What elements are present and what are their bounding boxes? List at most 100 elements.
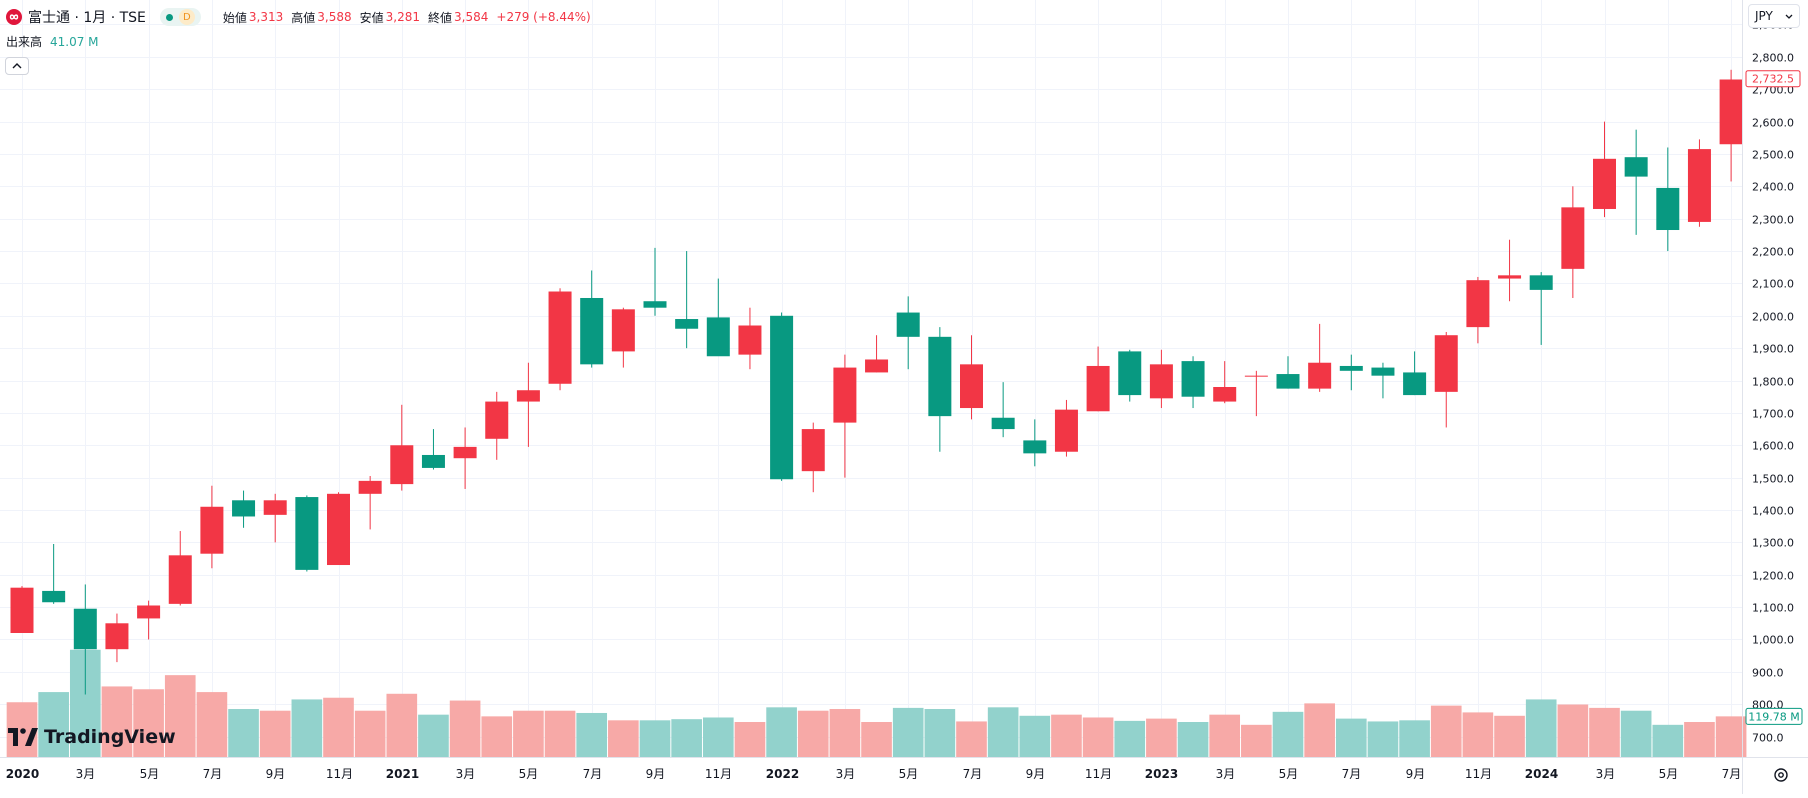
candle[interactable] [168,531,192,606]
candle-body [327,493,350,566]
x-tick-label: 5月 [1279,767,1299,781]
volume-bar [1557,704,1589,757]
volume-bar [481,716,513,757]
candle[interactable] [1687,139,1711,227]
y-tick-label: 2,300.0 [1752,214,1794,227]
candle[interactable] [1339,354,1363,391]
candle[interactable] [390,404,414,491]
candle-body [485,401,509,439]
currency-dropdown[interactable]: JPY [1748,4,1800,28]
candle[interactable] [1403,351,1427,396]
close-value: 3,584 [454,10,489,24]
candle[interactable] [200,485,224,569]
candle[interactable] [960,335,983,420]
open-value: 3,313 [248,10,284,24]
candle[interactable] [1181,356,1205,409]
high-value: 3,588 [317,10,352,24]
candle[interactable] [1118,349,1142,402]
candle[interactable] [611,307,635,368]
candle[interactable] [73,584,97,695]
candle[interactable] [1054,399,1078,457]
candle[interactable] [1213,361,1237,404]
candle-body [1244,375,1268,377]
candle-body [1149,364,1173,399]
candle[interactable] [1149,349,1173,409]
candle[interactable] [421,429,445,470]
y-tick-label: 1,900.0 [1752,343,1794,356]
collapse-legend-button[interactable] [5,57,29,75]
x-tick-label: 2024 [1525,767,1558,781]
low-value: 3,281 [385,10,421,24]
current-volume-marker [1745,707,1803,725]
candle[interactable] [1624,129,1648,235]
candle[interactable] [643,247,667,316]
volume-bar [924,709,956,757]
candle[interactable] [1466,276,1490,344]
candle-body [295,497,319,570]
candle[interactable] [1434,331,1458,428]
volume-bar [323,697,354,757]
candle[interactable] [295,495,319,572]
candle[interactable] [327,492,350,566]
candle[interactable] [232,490,256,528]
volume-bar [892,707,924,757]
candle[interactable] [833,354,857,478]
candle[interactable] [1244,370,1268,417]
volume-bar [829,709,861,757]
volume-bar [1652,724,1684,757]
x-tick-label: 5月 [519,767,539,781]
candle[interactable] [358,476,382,530]
candle[interactable] [770,312,794,481]
candle[interactable] [453,427,477,489]
candle-layer [10,69,1743,695]
tradingview-logo[interactable]: TradingView [8,726,176,748]
candle[interactable] [1656,147,1680,252]
y-tick-label: 1,300.0 [1752,537,1794,550]
symbol-title[interactable]: 富士通 · 1月 · TSE [28,10,146,26]
candle[interactable] [1023,419,1047,467]
candle[interactable] [137,600,161,640]
candle[interactable] [516,362,540,447]
candle[interactable] [105,613,129,663]
candle[interactable] [1561,186,1585,298]
candle[interactable] [738,307,762,370]
price-axis[interactable]: 700.0800.0900.01,000.01,100.01,200.01,30… [1752,19,1794,745]
candle[interactable] [991,382,1015,438]
candle-body [390,445,414,485]
candle[interactable] [1308,323,1332,392]
candle-body [1118,351,1142,396]
candle[interactable] [1086,346,1110,412]
x-tick-label: 9月 [1026,767,1046,781]
candle-body [421,454,445,468]
market-status-pill[interactable]: D [159,8,201,26]
candle[interactable] [263,493,287,543]
candle[interactable] [10,586,34,633]
candle[interactable] [548,288,572,391]
candle[interactable] [801,422,825,493]
candle[interactable] [896,296,920,370]
volume-bar [1684,722,1715,757]
candle[interactable] [1529,272,1553,345]
candle[interactable] [706,278,730,357]
candle-body [1466,280,1490,328]
candle[interactable] [928,327,952,452]
candle[interactable] [1371,362,1395,399]
x-tick-label: 5月 [899,767,919,781]
gear-icon[interactable] [1772,766,1790,784]
candle[interactable] [675,251,699,349]
x-tick-label: 2023 [1145,767,1178,781]
candle[interactable] [485,391,509,460]
time-axis[interactable]: 2020 3月 5月 7月 9月 11月 2021 3月 5月 7月 9月 11月 2022 3月 5月 7月… [6,767,1742,781]
candle[interactable] [1719,69,1743,182]
candle[interactable] [580,270,604,368]
candle[interactable] [42,543,66,604]
candle[interactable] [1498,239,1522,302]
volume-bar [1241,724,1272,757]
y-tick-label: 1,800.0 [1752,376,1794,389]
candle[interactable] [865,335,889,373]
candle-body [1276,374,1300,389]
candle[interactable] [1276,356,1300,389]
candle[interactable] [1593,121,1616,218]
